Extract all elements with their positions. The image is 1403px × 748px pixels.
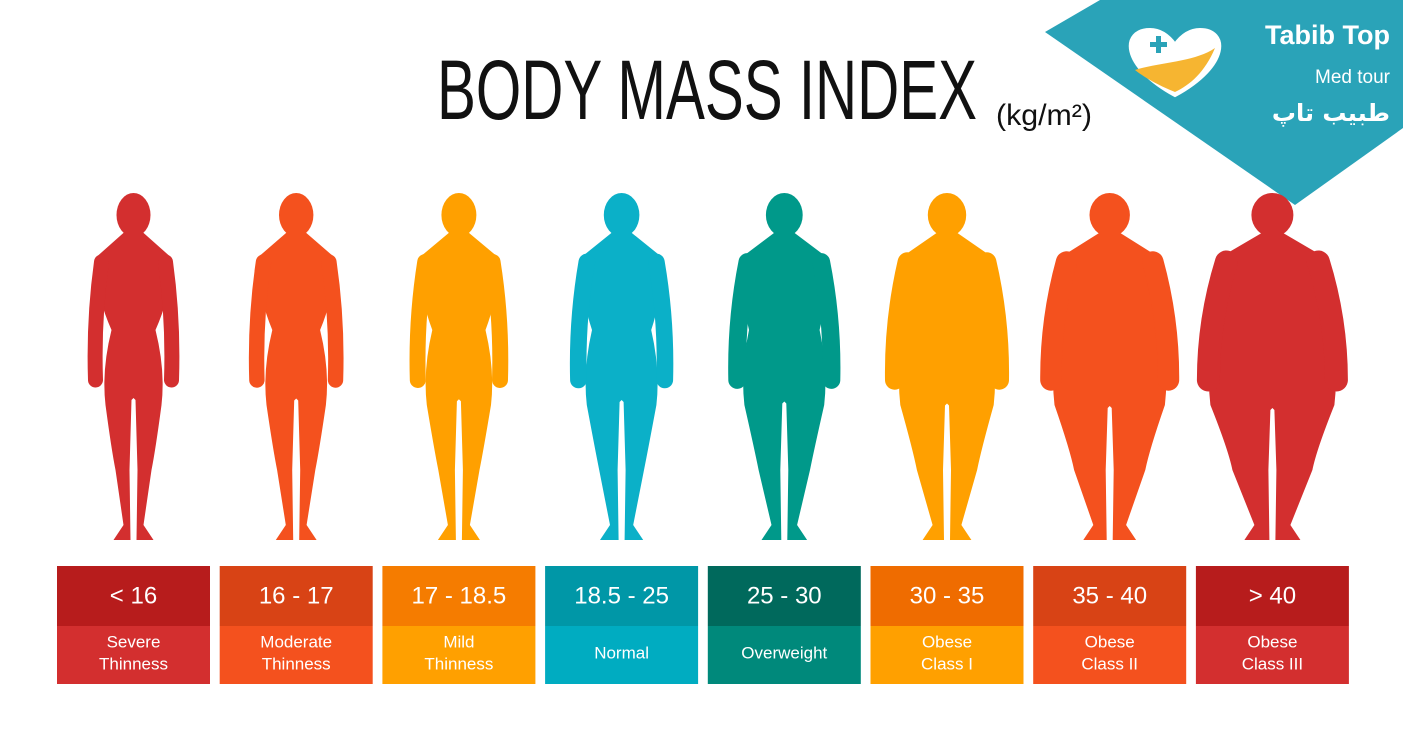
arm — [1142, 251, 1180, 391]
label-box — [219, 626, 373, 684]
arm — [321, 254, 344, 388]
figure — [884, 193, 1010, 540]
body — [742, 232, 827, 540]
label-box — [870, 626, 1024, 684]
body — [258, 232, 334, 540]
range-text: 25 - 30 — [747, 582, 822, 609]
head — [765, 193, 803, 237]
body — [898, 232, 996, 540]
figures — [87, 193, 1348, 540]
range-box — [382, 566, 536, 626]
arm — [812, 253, 841, 389]
body — [1208, 232, 1336, 540]
arm — [158, 254, 180, 388]
category-label: Class III — [1242, 654, 1303, 673]
label-box — [1195, 626, 1349, 684]
range-text: 30 - 35 — [910, 582, 985, 609]
figure — [1040, 193, 1180, 540]
category-label: Thinness — [99, 654, 168, 673]
category-label: Mild — [443, 632, 474, 651]
figure — [728, 193, 841, 540]
category-label: Class I — [921, 654, 973, 673]
unit: (kg/m²) — [996, 99, 1092, 132]
logo-name-fa: طبیب تاپ — [1272, 99, 1390, 127]
arm — [648, 253, 674, 389]
range-text: 35 - 40 — [1072, 582, 1147, 609]
arm — [1196, 250, 1238, 392]
head — [603, 193, 640, 237]
range-box — [1195, 566, 1349, 626]
arm — [409, 254, 434, 388]
category-label: Overweight — [741, 643, 827, 662]
figure — [248, 193, 344, 540]
range-box — [707, 566, 861, 626]
figure — [87, 193, 180, 540]
logo-tagline: Med tour — [1315, 67, 1391, 88]
range-box — [57, 566, 210, 626]
arm — [1306, 250, 1348, 392]
arm — [1040, 251, 1078, 391]
range-text: 16 - 17 — [259, 582, 334, 609]
label-box — [707, 626, 861, 684]
range-box — [1033, 566, 1187, 626]
head — [441, 193, 477, 237]
head — [1089, 193, 1130, 237]
category-boxes: < 16 Severe Thinness 16 - 17 Moderate Thinnes… — [57, 566, 1349, 684]
arm — [484, 254, 509, 388]
arm — [728, 253, 757, 389]
range-box — [870, 566, 1024, 626]
category-label: Moderate — [260, 632, 332, 651]
category-label: Thinness — [424, 654, 493, 673]
label-box — [382, 626, 536, 684]
arm — [884, 252, 917, 390]
logo-name: Tabib Top — [1265, 20, 1390, 50]
range-box — [545, 566, 699, 626]
body — [1053, 232, 1167, 540]
category-label: Class II — [1081, 654, 1138, 673]
logo-road — [1135, 48, 1215, 92]
category-label: Obese — [922, 632, 972, 651]
figure — [1196, 193, 1348, 540]
logo: Tabib Top Med tour طبیب تاپ — [1045, 0, 1403, 205]
label-box — [1033, 626, 1187, 684]
arm — [977, 252, 1010, 390]
category-label: Obese — [1085, 632, 1135, 651]
category-label: Obese — [1247, 632, 1297, 651]
head — [1251, 193, 1294, 237]
body — [581, 232, 662, 540]
arm — [248, 254, 272, 388]
category-label: Normal — [594, 643, 649, 662]
label-box — [545, 626, 699, 684]
head — [116, 193, 151, 237]
category-label: Thinness — [262, 654, 331, 673]
title: BODY MASS INDEX — [437, 43, 977, 137]
label-box — [57, 626, 210, 684]
arm — [569, 253, 596, 389]
figure — [569, 193, 674, 540]
body — [420, 232, 498, 540]
range-text: 17 - 18.5 — [412, 582, 507, 609]
body — [96, 232, 171, 540]
range-text: < 16 — [110, 582, 157, 609]
range-box — [219, 566, 373, 626]
range-text: 18.5 - 25 — [574, 582, 669, 609]
logo-cross — [1150, 36, 1167, 53]
head — [927, 193, 967, 237]
arm — [87, 254, 109, 388]
range-text: > 40 — [1249, 582, 1296, 609]
head — [279, 193, 314, 237]
figure — [409, 193, 509, 540]
category-label: Severe — [107, 632, 161, 651]
